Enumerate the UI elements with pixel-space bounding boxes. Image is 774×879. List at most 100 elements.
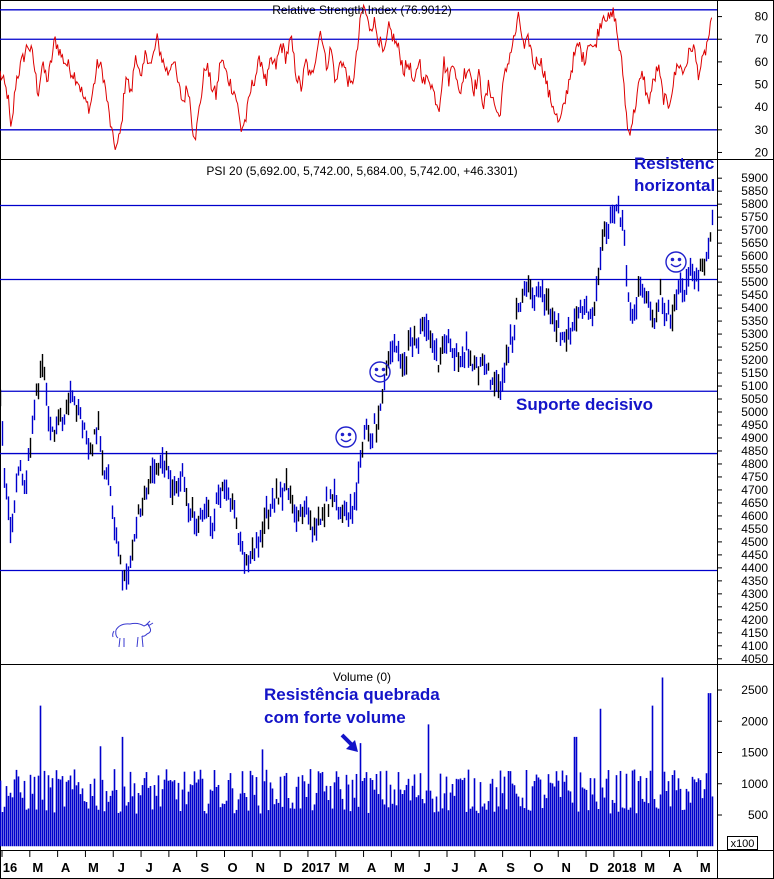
y-tick-label: 4850 bbox=[741, 444, 768, 458]
y-tick-label: 5850 bbox=[741, 184, 768, 198]
y-tick-label: 5100 bbox=[741, 379, 768, 393]
y-tick-label: 4650 bbox=[741, 496, 768, 510]
y-tick-label: 5800 bbox=[741, 197, 768, 211]
month-label: N bbox=[562, 860, 571, 875]
y-tick-label: 4050 bbox=[741, 652, 768, 666]
y-tick-label: 4500 bbox=[741, 535, 768, 549]
y-tick-label: 40 bbox=[755, 100, 769, 114]
y-tick-label: 500 bbox=[748, 808, 768, 822]
y-tick-label: 30 bbox=[755, 123, 769, 137]
y-tick-label: 4600 bbox=[741, 509, 768, 523]
y-tick-label: 20 bbox=[755, 145, 769, 159]
month-label: A bbox=[61, 860, 71, 875]
y-tick-label: 5650 bbox=[741, 236, 768, 250]
rsi-panel: 20 30 40 50 60 70 80 Relative Strength Index (… bbox=[0, 3, 768, 159]
smiley-icon bbox=[335, 426, 357, 448]
volume-ticks: 500 1000 1500 2000 2500 bbox=[717, 683, 768, 822]
y-tick-label: 5750 bbox=[741, 210, 768, 224]
month-label: O bbox=[227, 860, 237, 875]
price-bars bbox=[0, 195, 714, 591]
month-label: D bbox=[283, 860, 292, 875]
y-tick-label: 5150 bbox=[741, 366, 768, 380]
y-tick-label: 4450 bbox=[741, 548, 768, 562]
annotation-resistencia-line1: Resistenc bbox=[634, 154, 714, 173]
month-label: S bbox=[506, 860, 515, 875]
volume-scale-box bbox=[727, 836, 758, 850]
rsi-ticks: 20 30 40 50 60 70 80 bbox=[717, 10, 769, 159]
month-label: M bbox=[88, 860, 99, 875]
month-label: A bbox=[367, 860, 377, 875]
y-tick-label: 5050 bbox=[741, 392, 768, 406]
y-tick-label: 4700 bbox=[741, 483, 768, 497]
y-tick-label: 5900 bbox=[741, 171, 768, 185]
volume-title: Volume (0) bbox=[333, 670, 391, 684]
y-tick-label: 4150 bbox=[741, 626, 768, 640]
bull-icon bbox=[112, 620, 154, 648]
month-label: O bbox=[533, 860, 543, 875]
y-tick-label: 5550 bbox=[741, 262, 768, 276]
y-tick-label: 5000 bbox=[741, 405, 768, 419]
annotation-resistencia-quebrada-line1: Resistência quebrada bbox=[264, 685, 440, 704]
smiley-icon bbox=[369, 361, 391, 383]
y-tick-label: 4900 bbox=[741, 431, 768, 445]
price-levels bbox=[0, 204, 717, 572]
y-tick-label: 60 bbox=[755, 55, 769, 69]
y-tick-label: 5400 bbox=[741, 301, 768, 315]
volume-scale-label: x100 bbox=[731, 838, 755, 850]
y-tick-label: 4750 bbox=[741, 470, 768, 484]
volume-panel: 500 1000 1500 2000 2500 Volume (0) Resistênc… bbox=[0, 670, 768, 850]
price-ticks: 4050410041504200425043004350440044504500… bbox=[717, 171, 768, 666]
y-tick-label: 2500 bbox=[741, 683, 768, 697]
y-tick-label: 4950 bbox=[741, 418, 768, 432]
month-label: J bbox=[451, 860, 458, 875]
annotation-suporte-decisivo: Suporte decisivo bbox=[516, 395, 653, 414]
y-tick-label: 4200 bbox=[741, 613, 768, 627]
volume-bars bbox=[0, 677, 714, 847]
annotation-resistencia-line2: horizontal bbox=[634, 176, 715, 195]
y-tick-label: 4100 bbox=[741, 639, 768, 653]
y-tick-label: 4800 bbox=[741, 457, 768, 471]
month-label: M bbox=[644, 860, 655, 875]
month-label: 2018 bbox=[607, 860, 636, 875]
month-label: J bbox=[118, 860, 125, 875]
y-tick-label: 4250 bbox=[741, 600, 768, 614]
month-label: M bbox=[394, 860, 405, 875]
y-tick-label: 5600 bbox=[741, 249, 768, 263]
y-tick-label: 5450 bbox=[741, 288, 768, 302]
rsi-line bbox=[0, 3, 713, 150]
y-tick-label: 5500 bbox=[741, 275, 768, 289]
rsi-levels bbox=[0, 9, 717, 131]
month-label: J bbox=[145, 860, 152, 875]
month-axis: 16 M A M J J A S O N D 2017 M A M J J A S O N D 2018 M A M bbox=[1, 851, 711, 875]
y-tick-label: 5350 bbox=[741, 314, 768, 328]
month-label: N bbox=[256, 860, 265, 875]
y-tick-label: 5200 bbox=[741, 353, 768, 367]
month-label: 2017 bbox=[301, 860, 330, 875]
month-label: S bbox=[200, 860, 209, 875]
y-tick-label: 5700 bbox=[741, 223, 768, 237]
month-label: A bbox=[172, 860, 182, 875]
month-label: M bbox=[32, 860, 43, 875]
y-tick-label: 1000 bbox=[741, 777, 768, 791]
month-label: D bbox=[589, 860, 598, 875]
smiley-icon bbox=[665, 251, 687, 273]
month-label: A bbox=[478, 860, 488, 875]
y-tick-label: 4400 bbox=[741, 561, 768, 575]
y-tick-label: 4300 bbox=[741, 587, 768, 601]
arrow-icon bbox=[340, 733, 358, 752]
y-tick-label: 4350 bbox=[741, 574, 768, 588]
month-label: A bbox=[673, 860, 683, 875]
month-label: J bbox=[424, 860, 431, 875]
y-tick-label: 4550 bbox=[741, 522, 768, 536]
y-tick-label: 5300 bbox=[741, 327, 768, 341]
y-tick-label: 70 bbox=[755, 32, 769, 46]
month-label: 16 bbox=[3, 860, 17, 875]
y-tick-label: 5250 bbox=[741, 340, 768, 354]
y-tick-label: 2000 bbox=[741, 714, 768, 728]
y-tick-label: 1500 bbox=[741, 746, 768, 760]
month-label: M bbox=[700, 860, 711, 875]
y-tick-label: 50 bbox=[755, 78, 769, 92]
price-panel: 4050410041504200425043004350440044504500… bbox=[0, 154, 768, 666]
